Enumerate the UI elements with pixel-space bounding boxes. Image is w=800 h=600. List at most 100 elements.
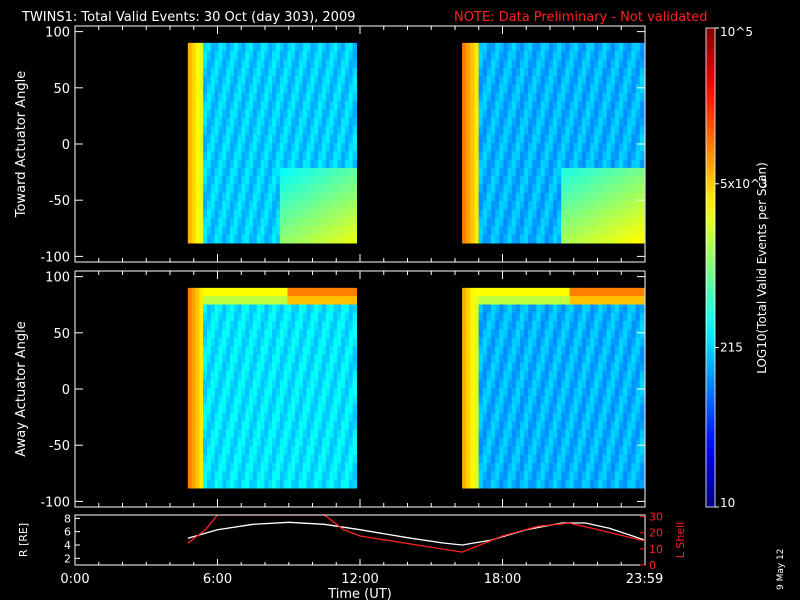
heatmap-cell	[325, 151, 331, 161]
heatmap-cell	[214, 312, 220, 322]
heatmap-cell	[233, 176, 239, 186]
heatmap-cell	[218, 84, 223, 94]
heatmap-cell	[279, 159, 285, 169]
heatmap-cell	[639, 329, 645, 339]
heatmap-cell	[635, 217, 641, 227]
heatmap-cell	[337, 67, 342, 77]
heatmap-cell	[548, 462, 554, 472]
y-tick-label: 8	[64, 512, 71, 525]
heatmap-cell	[295, 59, 300, 69]
heatmap-cell	[187, 387, 193, 397]
heatmap-cell	[252, 117, 258, 127]
heatmap-cell	[565, 362, 571, 372]
heatmap-cell	[314, 387, 319, 397]
heatmap-cell	[519, 76, 525, 86]
heatmap-cell	[206, 167, 212, 177]
heatmap-cell	[191, 201, 197, 211]
heatmap-cell	[329, 151, 335, 161]
heatmap-cell	[206, 429, 212, 439]
heatmap-cell	[515, 371, 521, 381]
heatmap-cell	[275, 329, 281, 339]
heatmap-cell	[199, 379, 204, 389]
heatmap-cell	[298, 159, 304, 169]
heatmap-cell	[302, 142, 308, 152]
heatmap-cell	[291, 362, 296, 372]
heatmap-cell	[569, 362, 575, 372]
heatmap-cell	[222, 362, 227, 372]
heatmap-cell	[302, 234, 308, 244]
heatmap-cell	[478, 387, 484, 397]
heatmap-cell	[352, 287, 358, 297]
heatmap-cell	[344, 421, 350, 431]
heatmap-cell	[187, 184, 193, 194]
heatmap-cell	[557, 201, 562, 211]
heatmap-cell	[321, 429, 327, 439]
heatmap-cell	[486, 371, 492, 381]
heatmap-cell	[577, 412, 583, 422]
heatmap-cell	[606, 471, 612, 481]
heatmap-cell	[264, 479, 269, 489]
heatmap-cell	[573, 396, 579, 406]
heatmap-cell	[214, 159, 220, 169]
heatmap-cell	[466, 159, 471, 169]
heatmap-cell	[298, 429, 304, 439]
heatmap-cell	[210, 454, 216, 464]
heatmap-cell	[495, 226, 500, 236]
heatmap-cell	[524, 109, 529, 119]
heatmap-cell	[491, 167, 496, 177]
heatmap-cell	[229, 346, 235, 356]
heatmap-cell	[203, 51, 208, 61]
heatmap-cell	[581, 404, 587, 414]
heatmap-cell	[199, 142, 204, 152]
heatmap-cell	[241, 109, 246, 119]
heatmap-cell	[275, 126, 281, 136]
heatmap-cell	[291, 184, 296, 194]
heatmap-cell	[577, 287, 583, 297]
heatmap-cell	[507, 421, 513, 431]
heatmap-cell	[511, 201, 517, 211]
heatmap-cell	[581, 454, 587, 464]
heatmap-cell	[245, 134, 250, 144]
heatmap-cell	[474, 379, 480, 389]
heatmap-cell	[528, 421, 533, 431]
heatmap-cell	[639, 304, 645, 314]
heatmap-cell	[344, 176, 350, 186]
heatmap-cell	[229, 387, 235, 397]
heatmap-cell	[210, 192, 216, 202]
heatmap-cell	[507, 296, 513, 306]
heatmap-cell	[606, 304, 612, 314]
heatmap-cell	[557, 446, 562, 456]
heatmap-cell	[195, 159, 200, 169]
heatmap-cell	[528, 167, 533, 177]
heatmap-cell	[249, 59, 254, 69]
heatmap-cell	[260, 51, 266, 61]
heatmap-cell	[218, 462, 223, 472]
heatmap-cell	[283, 446, 289, 456]
heatmap-cell	[581, 321, 587, 331]
heatmap-cell	[348, 126, 354, 136]
heatmap-cell	[540, 354, 546, 364]
heatmap-cell	[348, 59, 354, 69]
heatmap-cell	[610, 354, 616, 364]
heatmap-cell	[474, 84, 480, 94]
heatmap-cell	[482, 346, 488, 356]
heatmap-cell	[491, 362, 496, 372]
heatmap-cell	[256, 479, 262, 489]
heatmap-cell	[590, 379, 595, 389]
heatmap-cell	[203, 462, 208, 472]
heatmap-cell	[462, 126, 467, 136]
heatmap-cell	[325, 217, 331, 227]
heatmap-cell	[532, 354, 538, 364]
heatmap-cell	[199, 404, 204, 414]
heatmap-cell	[495, 362, 500, 372]
heatmap-cell	[552, 437, 558, 447]
heatmap-cell	[302, 184, 308, 194]
heatmap-cell	[507, 329, 513, 339]
heatmap-cell	[341, 421, 346, 431]
heatmap-cell	[594, 209, 599, 219]
heatmap-cell	[532, 126, 538, 136]
heatmap-cell	[233, 429, 239, 439]
heatmap-cell	[199, 296, 204, 306]
heatmap-cell	[206, 134, 212, 144]
heatmap-cell	[470, 337, 476, 347]
